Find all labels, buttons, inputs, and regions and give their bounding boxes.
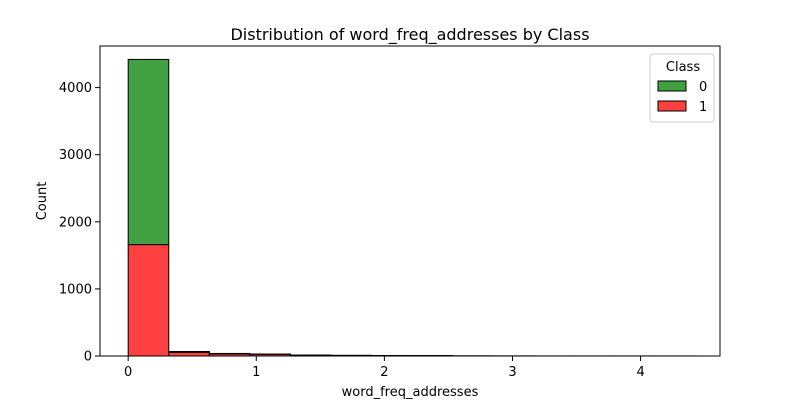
legend: Class 01 — [649, 53, 715, 123]
bar-class-0 — [168, 351, 210, 353]
x-tick-label: 1 — [252, 365, 260, 380]
plot-frame — [99, 45, 721, 357]
y-tick-label: 4000 — [59, 81, 92, 96]
x-tick-label: 0 — [124, 365, 132, 380]
legend-label-class-1: 1 — [699, 100, 707, 115]
bar-class-1 — [168, 351, 210, 357]
y-axis-label: Count — [35, 182, 50, 221]
x-tick-label: 2 — [380, 365, 388, 380]
bar-class-1 — [127, 244, 170, 357]
x-tick-label: 3 — [508, 365, 516, 380]
y-axis-ticks: 0 1000 2000 3000 4000 — [59, 81, 100, 365]
y-tick-label: 3000 — [59, 148, 92, 163]
legend-items: 01 — [657, 80, 707, 115]
x-axis-ticks: 0 1 2 3 4 — [124, 356, 645, 380]
bar-class-0 — [127, 58, 170, 246]
bar-class-0 — [208, 352, 251, 355]
legend-label-class-0: 0 — [699, 80, 707, 95]
y-tick-label: 2000 — [59, 215, 92, 230]
x-tick-label: 4 — [636, 365, 644, 380]
legend-swatch-class-0 — [657, 80, 687, 92]
bars-group — [127, 58, 697, 357]
y-tick-label: 1000 — [59, 282, 92, 297]
legend-swatch-class-1 — [657, 100, 687, 112]
x-axis-label: word_freq_addresses — [342, 385, 479, 400]
chart-title: Distribution of word_freq_addresses by C… — [230, 25, 589, 45]
legend-title: Class — [666, 60, 700, 75]
y-tick-label: 0 — [84, 350, 92, 365]
